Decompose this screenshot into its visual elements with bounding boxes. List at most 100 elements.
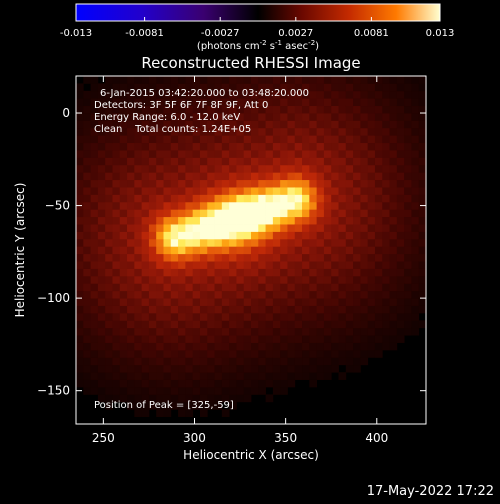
heatmap-cell (353, 201, 361, 210)
heatmap-cell (170, 320, 179, 329)
heatmap-cell (243, 349, 252, 358)
heatmap-cell (163, 394, 172, 403)
heatmap-cell (199, 349, 208, 358)
heatmap-cell (112, 164, 121, 173)
heatmap-cell (251, 312, 259, 321)
heatmap-cell (302, 283, 310, 292)
heatmap-cell (309, 268, 318, 277)
heatmap-cell (418, 157, 426, 166)
heatmap-cell (418, 246, 426, 255)
heatmap-cell (309, 194, 318, 203)
heatmap-cell (185, 98, 194, 107)
heatmap-cell (294, 179, 303, 188)
heatmap-cell (112, 142, 121, 151)
heatmap-cell (251, 179, 259, 188)
heatmap-cell (229, 135, 237, 144)
heatmap-cell (112, 372, 121, 380)
heatmap-cell (360, 335, 369, 343)
heatmap-cell (112, 312, 121, 321)
heatmap-cell (214, 275, 223, 284)
heatmap-cell (345, 105, 354, 114)
heatmap-cell (199, 98, 208, 107)
heatmap-cell (272, 357, 281, 366)
heatmap-cell (258, 98, 266, 107)
heatmap-cell (309, 113, 318, 121)
heatmap-cell (214, 150, 223, 158)
heatmap-cell (97, 349, 106, 358)
heatmap-cell (97, 120, 106, 129)
heatmap-cell (353, 83, 361, 92)
heatmap-cell (360, 120, 369, 129)
heatmap-cell (404, 164, 412, 173)
heatmap-cell (345, 327, 354, 336)
heatmap-cell (127, 231, 135, 240)
heatmap-cell (236, 394, 245, 403)
heatmap-cell (192, 231, 201, 240)
heatmap-cell (214, 364, 223, 373)
heatmap-cell (294, 290, 303, 299)
heatmap-cell (258, 261, 266, 269)
heatmap-cell (287, 298, 296, 306)
heatmap-cell (287, 76, 296, 84)
heatmap-cell (404, 298, 412, 306)
heatmap-cell (207, 179, 215, 188)
heatmap-cell (236, 76, 245, 84)
heatmap-cell (360, 105, 369, 114)
heatmap-cell (192, 105, 201, 114)
heatmap-cell (331, 135, 339, 144)
heatmap-cell (280, 179, 288, 188)
heatmap-cell (207, 83, 215, 92)
heatmap-cell (156, 283, 164, 292)
heatmap-cell (382, 327, 390, 336)
heatmap-cell (148, 164, 157, 173)
heatmap-cell (294, 224, 303, 232)
heatmap-cell (229, 90, 237, 99)
heatmap-cell (83, 238, 91, 247)
heatmap-cell (360, 342, 369, 351)
heatmap-cell (323, 98, 332, 107)
heatmap-cell (396, 312, 405, 321)
heatmap-cell (236, 209, 245, 218)
heatmap-cell (119, 142, 128, 151)
heatmap-cell (236, 135, 245, 144)
heatmap-cell (367, 135, 376, 144)
heatmap-cell (272, 90, 281, 99)
heatmap-cell (374, 231, 383, 240)
heatmap-cell (90, 261, 99, 269)
heatmap-cell (309, 105, 318, 114)
heatmap-cell (309, 283, 318, 292)
heatmap-cell (83, 364, 91, 373)
heatmap-cell (112, 342, 121, 351)
heatmap-cell (309, 231, 318, 240)
heatmap-cell (156, 275, 164, 284)
heatmap-cell (389, 283, 398, 292)
heatmap-cell (199, 142, 208, 151)
heatmap-cell (367, 187, 376, 195)
heatmap-cell (331, 83, 339, 92)
heatmap-cell (229, 327, 237, 336)
heatmap-cell (345, 127, 354, 136)
heatmap-cell (258, 105, 266, 114)
x-tick-label: 300 (183, 431, 206, 445)
heatmap-cell (141, 157, 150, 166)
heatmap-cell (214, 231, 223, 240)
heatmap-cell (411, 90, 420, 99)
heatmap-cell (127, 216, 135, 225)
heatmap-cell (323, 142, 332, 151)
heatmap-cell (148, 386, 157, 395)
heatmap-cell (141, 305, 150, 314)
heatmap-cell (119, 157, 128, 166)
heatmap-cell (178, 386, 186, 395)
heatmap-cell (411, 157, 420, 166)
heatmap-cell (156, 113, 164, 121)
heatmap-cell (251, 209, 259, 218)
heatmap-cell (214, 268, 223, 277)
heatmap-cell (112, 379, 121, 388)
heatmap-cell (396, 150, 405, 158)
heatmap-cell (353, 327, 361, 336)
heatmap-cell (90, 349, 99, 358)
heatmap-cell (323, 127, 332, 136)
heatmap-cell (141, 312, 150, 321)
heatmap-cell (396, 320, 405, 329)
heatmap-cell (214, 372, 223, 380)
